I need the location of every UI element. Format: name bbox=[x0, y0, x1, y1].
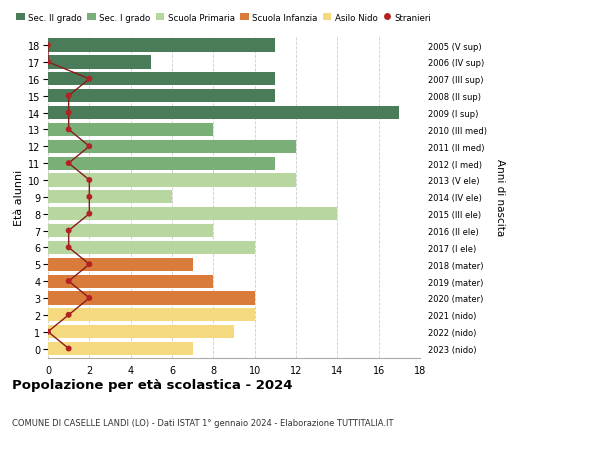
Bar bbox=[48, 308, 254, 322]
Point bbox=[64, 278, 73, 285]
Bar bbox=[48, 325, 234, 338]
Point bbox=[64, 110, 73, 117]
Bar bbox=[48, 275, 214, 288]
Point bbox=[64, 312, 73, 319]
Bar bbox=[48, 73, 275, 86]
Point bbox=[64, 93, 73, 100]
Bar bbox=[48, 39, 275, 52]
Point bbox=[64, 244, 73, 252]
Bar bbox=[48, 140, 296, 153]
Point bbox=[43, 42, 53, 50]
Point bbox=[85, 143, 94, 151]
Point bbox=[85, 211, 94, 218]
Point bbox=[64, 345, 73, 353]
Text: COMUNE DI CASELLE LANDI (LO) - Dati ISTAT 1° gennaio 2024 - Elaborazione TUTTITA: COMUNE DI CASELLE LANDI (LO) - Dati ISTA… bbox=[12, 418, 394, 427]
Legend: Sec. II grado, Sec. I grado, Scuola Primaria, Scuola Infanzia, Asilo Nido, Stran: Sec. II grado, Sec. I grado, Scuola Prim… bbox=[16, 13, 431, 22]
Bar bbox=[48, 191, 172, 204]
Point bbox=[64, 227, 73, 235]
Bar bbox=[48, 157, 275, 170]
Text: Popolazione per età scolastica - 2024: Popolazione per età scolastica - 2024 bbox=[12, 379, 293, 392]
Bar bbox=[48, 224, 214, 238]
Bar bbox=[48, 207, 337, 221]
Bar bbox=[48, 56, 151, 69]
Y-axis label: Età alunni: Età alunni bbox=[14, 169, 24, 225]
Point bbox=[85, 177, 94, 184]
Point bbox=[85, 295, 94, 302]
Point bbox=[43, 59, 53, 67]
Point bbox=[64, 126, 73, 134]
Bar bbox=[48, 241, 254, 254]
Bar bbox=[48, 123, 214, 137]
Point bbox=[64, 160, 73, 168]
Point bbox=[85, 261, 94, 269]
Bar bbox=[48, 342, 193, 355]
Bar bbox=[48, 90, 275, 103]
Bar bbox=[48, 106, 400, 120]
Point bbox=[43, 328, 53, 336]
Point bbox=[85, 76, 94, 83]
Bar bbox=[48, 258, 193, 271]
Bar bbox=[48, 292, 254, 305]
Bar bbox=[48, 174, 296, 187]
Y-axis label: Anni di nascita: Anni di nascita bbox=[495, 159, 505, 236]
Point bbox=[85, 194, 94, 201]
